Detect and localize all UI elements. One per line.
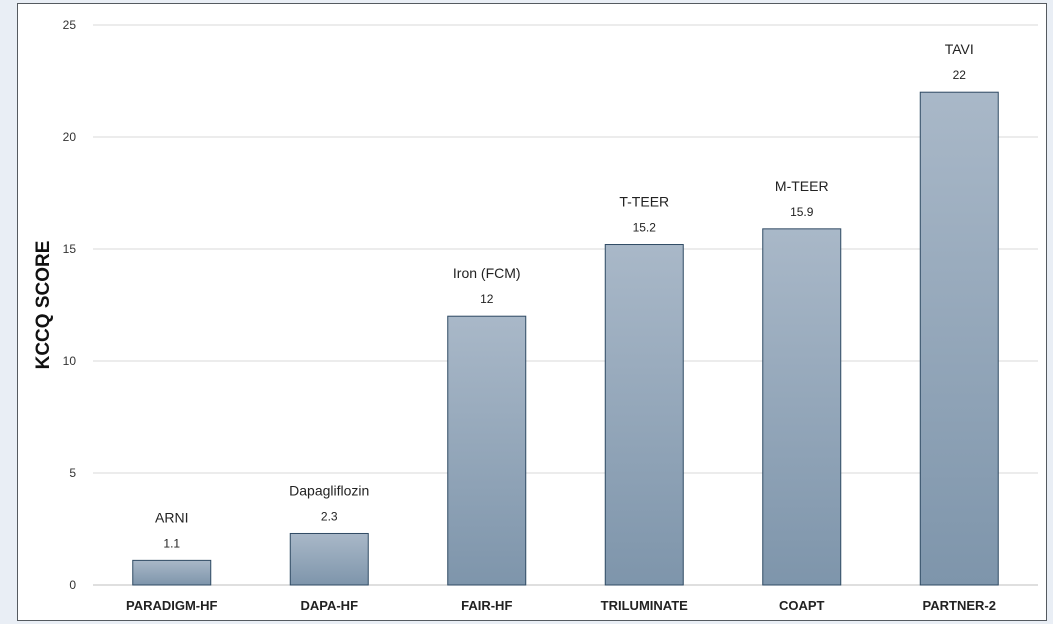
bar-partner-2 [919,91,999,586]
bar-annotation: ARNI [155,509,188,525]
data-label: 2.3 [321,509,338,523]
bar-annotation: Dapagliflozin [289,482,369,498]
y-tick-label: 25 [63,18,77,32]
x-tick-label: TRILUMINATE [601,598,688,613]
y-tick-label: 0 [69,578,76,592]
bar-triluminate [604,244,684,586]
bar-coapt [762,228,842,586]
bar-annotation: M-TEER [775,178,829,194]
bar-annotation: T-TEER [619,194,669,210]
bar-fair-hf [447,315,527,586]
bar-annotation: Iron (FCM) [453,265,521,281]
x-tick-label: FAIR-HF [461,598,512,613]
data-label: 12 [480,292,494,306]
chart-frame [17,3,1047,621]
bar-annotation: TAVI [945,41,974,57]
x-tick-label: PARADIGM-HF [126,598,218,613]
data-label: 22 [953,68,967,82]
y-axis-label: KCCQ SCORE [33,241,54,370]
y-tick-label: 15 [63,242,77,256]
x-tick-label: DAPA-HF [300,598,358,613]
x-tick-label: PARTNER-2 [923,598,996,613]
data-label: 15.9 [790,205,814,219]
y-tick-label: 20 [63,130,77,144]
bar-paradigm-hf [132,559,212,586]
data-label: 1.1 [163,536,180,550]
x-tick-label: COAPT [779,598,825,613]
data-label: 15.2 [633,221,657,235]
y-tick-label: 10 [63,354,77,368]
y-tick-label: 5 [69,466,76,480]
bar-dapa-hf [289,532,369,586]
